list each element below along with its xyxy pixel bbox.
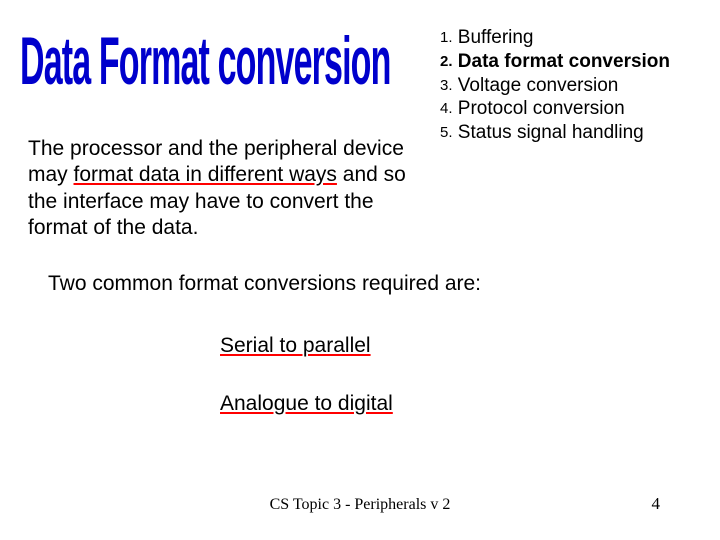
slide-title: Data Format conversion: [20, 28, 391, 96]
page-number: 4: [652, 494, 661, 514]
slide: Data Format conversion 1. Buffering 2. D…: [0, 0, 720, 540]
list-item: 1. Buffering: [440, 26, 720, 50]
footer-text: CS Topic 3 - Peripherals v 2: [0, 496, 720, 514]
subheading: Two common format conversions required a…: [48, 272, 481, 296]
list-item: 3. Voltage conversion: [440, 74, 720, 98]
list-text: Buffering: [458, 27, 534, 48]
list-num: 5.: [440, 124, 453, 141]
list-item: 2. Data format conversion: [440, 50, 720, 74]
list-text: Voltage conversion: [458, 75, 619, 96]
list-num: 2.: [440, 53, 453, 70]
list-text: Data format conversion: [458, 51, 670, 72]
list-item: 4. Protocol conversion: [440, 97, 720, 121]
body-underline: format data in different ways: [74, 163, 337, 186]
conversion-text: Analogue to digital: [220, 392, 393, 415]
list-num: 4.: [440, 100, 453, 117]
list-num: 1.: [440, 29, 453, 46]
conversion-item: Serial to parallel: [220, 334, 371, 358]
topic-list: 1. Buffering 2. Data format conversion 3…: [440, 26, 720, 145]
conversion-text: Serial to parallel: [220, 334, 371, 357]
list-item: 5. Status signal handling: [440, 121, 720, 145]
list-num: 3.: [440, 77, 453, 94]
list-text: Protocol conversion: [458, 98, 625, 119]
body-paragraph: The processor and the peripheral device …: [28, 136, 428, 241]
list-text: Status signal handling: [458, 122, 644, 143]
conversion-item: Analogue to digital: [220, 392, 393, 416]
